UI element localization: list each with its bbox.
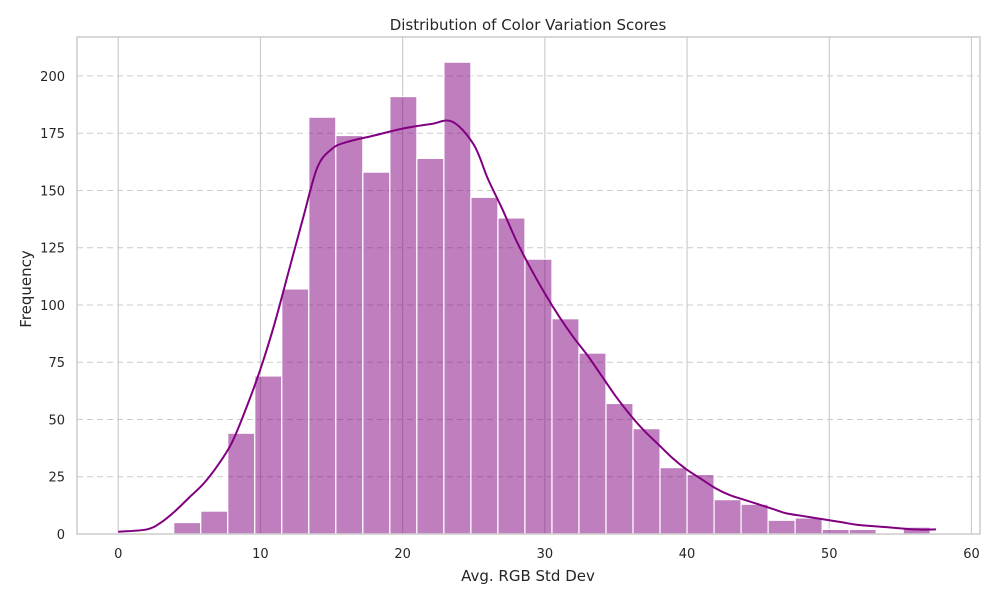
x-tick-label: 30 <box>537 547 554 562</box>
histogram-bar <box>713 499 742 535</box>
x-tick-label: 60 <box>963 547 980 562</box>
y-tick-label: 25 <box>48 471 65 486</box>
x-axis-ticks: 0 10 20 30 40 50 60 <box>114 547 980 562</box>
y-tick-label: 200 <box>40 70 65 85</box>
y-tick-label: 0 <box>57 528 65 543</box>
x-axis-label: Avg. RGB Std Dev <box>461 567 595 585</box>
histogram-bar <box>659 466 688 535</box>
x-tick-label: 50 <box>821 547 838 562</box>
y-tick-label: 175 <box>40 127 65 142</box>
y-tick-label: 100 <box>40 299 65 314</box>
histogram-bar <box>524 258 553 535</box>
histogram-bar <box>497 217 526 535</box>
histogram-bar <box>281 288 310 535</box>
histogram-bar <box>254 375 283 535</box>
histogram-bars <box>173 61 931 535</box>
histogram-bar <box>551 318 580 535</box>
histogram-bar <box>740 503 769 535</box>
histogram-bar <box>335 134 364 535</box>
histogram-bar <box>470 196 499 535</box>
histogram-bar <box>362 171 391 535</box>
histogram-bar <box>200 510 229 535</box>
histogram-bar <box>632 428 661 535</box>
histogram-bar <box>443 61 472 535</box>
histogram-bar <box>767 519 796 535</box>
histogram-bar <box>605 402 634 535</box>
x-tick-label: 0 <box>114 547 122 562</box>
histogram-bar <box>389 95 418 535</box>
histogram-bar <box>794 517 823 535</box>
histogram-bar <box>227 432 256 535</box>
y-tick-label: 150 <box>40 184 65 199</box>
chart-title: Distribution of Color Variation Scores <box>390 16 667 34</box>
x-tick-label: 20 <box>394 547 411 562</box>
histogram-bar <box>686 473 715 535</box>
x-tick-label: 10 <box>252 547 269 562</box>
gridlines <box>77 37 980 534</box>
y-tick-label: 75 <box>48 356 65 371</box>
y-axis-label: Frequency <box>17 250 35 328</box>
kde-curve <box>118 119 936 533</box>
histogram-bar <box>308 116 337 535</box>
histogram-bar <box>416 157 445 535</box>
histogram-bar <box>173 521 202 535</box>
histogram-bar <box>578 352 607 535</box>
y-tick-label: 50 <box>48 413 65 428</box>
y-tick-label: 125 <box>40 242 65 257</box>
x-tick-label: 40 <box>679 547 696 562</box>
y-axis-ticks: 0 25 50 75 100 125 150 175 200 <box>40 70 65 543</box>
plot-frame <box>76 36 981 535</box>
